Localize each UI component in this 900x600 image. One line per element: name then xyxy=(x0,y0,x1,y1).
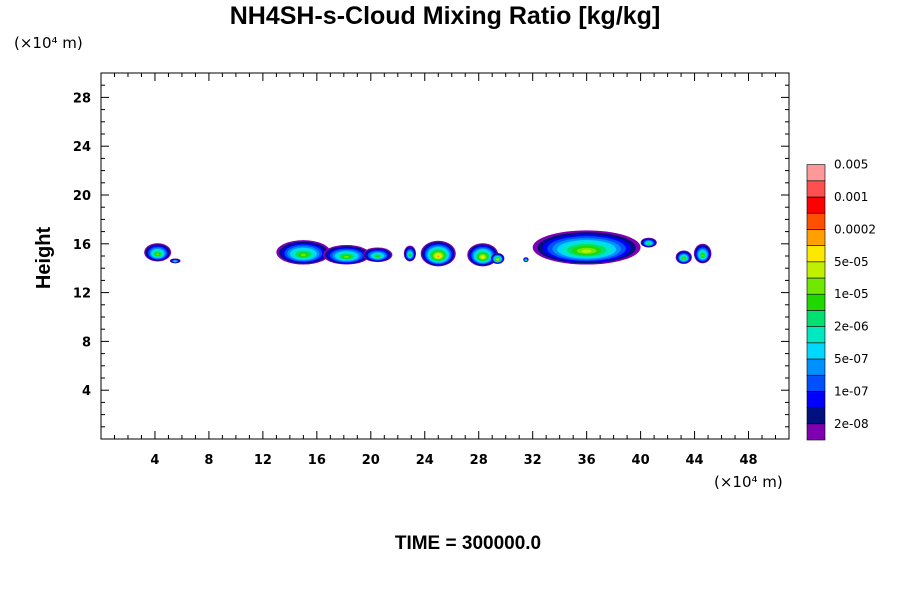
colorbar-swatch xyxy=(806,391,826,408)
x-tick-label: 32 xyxy=(524,453,542,468)
colorbar-swatch xyxy=(806,407,826,425)
colorbar-swatch xyxy=(806,261,826,279)
cloud-region xyxy=(276,240,331,265)
cloud-region xyxy=(403,245,416,262)
y-tick-label: 4 xyxy=(82,384,91,399)
colorbar-swatch xyxy=(806,423,826,441)
cloud-region xyxy=(523,257,529,263)
contour-level xyxy=(682,257,685,260)
contour-level xyxy=(701,254,704,257)
contour-level xyxy=(344,255,349,258)
contour-level xyxy=(581,249,592,253)
colorbar-label: 0.001 xyxy=(834,190,868,204)
contour-level xyxy=(408,254,411,257)
x-tick-label: 36 xyxy=(578,453,596,468)
colorbar-swatch xyxy=(806,342,826,360)
colorbar-label: 2e-08 xyxy=(834,417,869,431)
y-tick-label: 24 xyxy=(73,140,91,155)
colorbar-label: 1e-05 xyxy=(834,287,869,301)
colorbar-label: 2e-06 xyxy=(834,320,869,334)
colorbar-swatch xyxy=(806,164,826,182)
x-tick-label: 24 xyxy=(416,453,434,468)
x-tick-label: 8 xyxy=(204,453,213,468)
colorbar-swatch xyxy=(806,229,826,246)
x-tick-label: 16 xyxy=(308,453,326,468)
colorbar-swatch xyxy=(806,196,826,214)
contour-level xyxy=(375,255,380,258)
colorbar: 2e-08 1e-07 5e-07 2e-06 1e-05 5e-05 0.0002 0.00… xyxy=(806,158,876,441)
x-tick-label: 40 xyxy=(632,453,650,468)
y-scale-label: (×10⁴ m) xyxy=(14,34,83,52)
x-tick-label: 44 xyxy=(686,453,704,468)
y-tick-label: 8 xyxy=(82,335,91,350)
cloud-region xyxy=(640,237,657,248)
cloud-region xyxy=(322,245,371,265)
colorbar-label: 5e-05 xyxy=(834,255,869,269)
colorbar-swatch xyxy=(806,326,826,344)
contour-level xyxy=(496,258,499,261)
cloud-region xyxy=(362,247,393,263)
contour-level xyxy=(481,256,485,259)
x-scale-label: (×10⁴ m) xyxy=(714,473,783,491)
x-tick-label: 4 xyxy=(150,453,159,468)
colorbar-label: 5e-07 xyxy=(834,352,869,366)
cloud-region xyxy=(144,243,172,262)
contour-level xyxy=(300,253,307,257)
colorbar-swatch xyxy=(806,212,826,230)
contour-level xyxy=(647,242,650,245)
colorbar-swatch xyxy=(806,180,826,198)
contour-level xyxy=(436,255,440,258)
cloud-region xyxy=(532,230,641,265)
colorbar-label: 1e-07 xyxy=(834,384,869,398)
colorbar-swatch xyxy=(806,374,826,392)
colorbar-swatch xyxy=(806,277,826,295)
y-tick-label: 20 xyxy=(73,189,91,204)
chart-title: NH4SH-s-Cloud Mixing Ratio [kg/kg] xyxy=(230,2,661,30)
y-tick-label: 12 xyxy=(73,287,91,302)
colorbar-label: 0.005 xyxy=(834,158,868,172)
y-tick-label: 28 xyxy=(73,91,91,106)
cloud-region xyxy=(490,252,505,264)
x-tick-label: 12 xyxy=(254,453,272,468)
contour-level xyxy=(524,259,527,261)
y-axis-title: Height xyxy=(33,227,55,290)
cloud-region xyxy=(169,258,181,264)
x-tick-label: 20 xyxy=(362,453,380,468)
plot-area xyxy=(144,230,712,267)
cloud-region xyxy=(693,243,712,264)
time-label: TIME = 300000.0 xyxy=(395,533,541,554)
cloud-region xyxy=(675,250,692,264)
contour-level xyxy=(174,260,177,263)
colorbar-swatch xyxy=(806,245,826,263)
contour-level xyxy=(156,253,160,256)
colorbar-swatch xyxy=(806,358,826,376)
cloud-region xyxy=(420,240,456,267)
x-tick-label: 28 xyxy=(470,453,488,468)
y-tick-label: 16 xyxy=(73,238,91,253)
colorbar-label: 0.0002 xyxy=(834,222,876,236)
x-tick-label: 48 xyxy=(739,453,757,468)
colorbar-swatch xyxy=(806,310,826,327)
colorbar-swatch xyxy=(806,293,826,311)
cloud-region xyxy=(467,243,499,267)
